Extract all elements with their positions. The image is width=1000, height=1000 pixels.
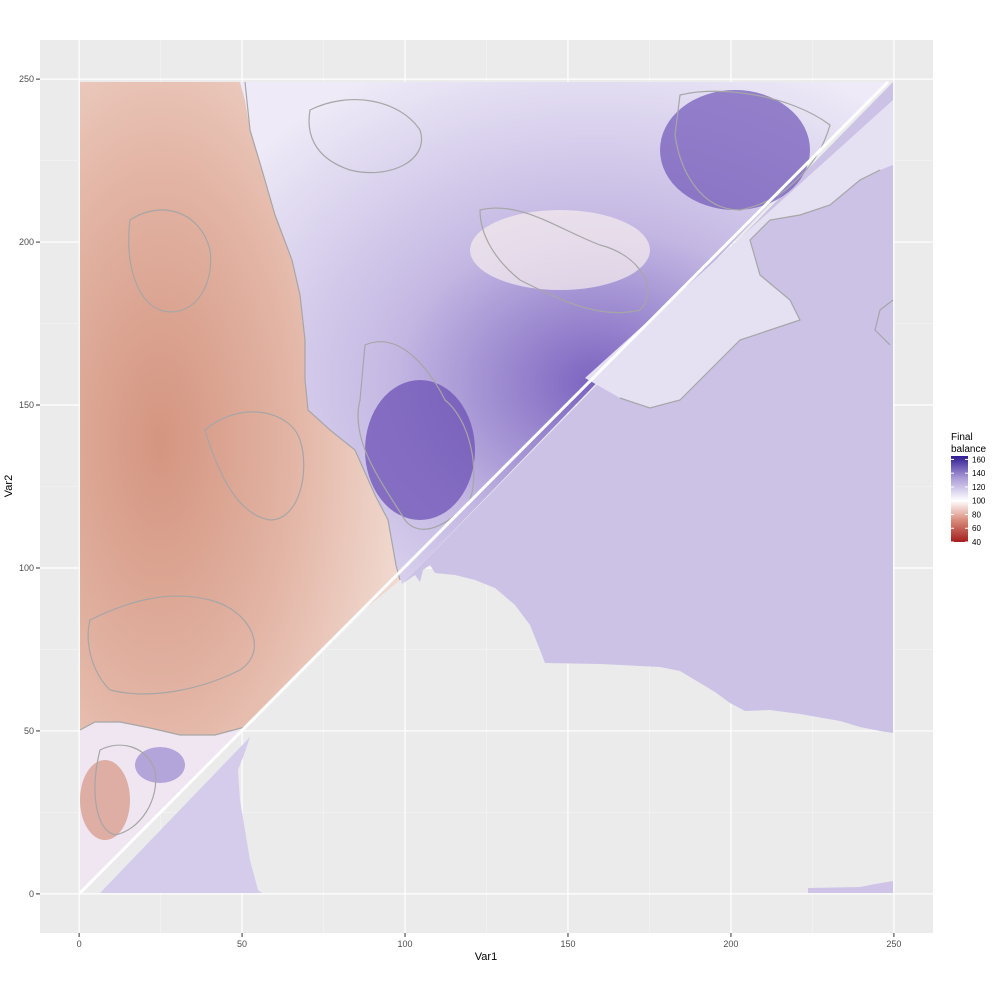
legend-tick-label: 160 <box>972 455 986 464</box>
legend-title-line-1: Final <box>951 432 973 443</box>
legend-tick-label: 100 <box>972 497 986 506</box>
region-lower-left-purple-spot <box>135 747 185 783</box>
y-axis-title: Var2 <box>3 475 15 497</box>
region-bottom-left-purple <box>100 737 262 893</box>
x-tick-label: 150 <box>560 939 575 949</box>
legend-title-line-2: balance <box>951 444 986 455</box>
legend-ticks: 160 140 120 100 80 60 40 <box>951 455 986 547</box>
legend-tick-label: 120 <box>972 483 986 492</box>
y-axis: 0 50 100 150 200 250 <box>19 74 40 899</box>
legend-tick-label: 60 <box>972 524 981 533</box>
x-tick-label: 250 <box>886 939 901 949</box>
contour-5 <box>479 207 649 314</box>
x-tick-label: 200 <box>723 939 738 949</box>
contour-9 <box>308 99 423 174</box>
legend-tick-label: 40 <box>972 538 981 547</box>
y-tick-label: 0 <box>29 889 34 899</box>
contour-10 <box>619 169 881 409</box>
region-right-upper-strip <box>585 100 893 408</box>
region-dark-spot-1 <box>365 380 475 520</box>
y-tick-label: 150 <box>19 400 34 410</box>
region-lower-left-red-spot <box>80 760 130 840</box>
contour-7 <box>87 595 256 695</box>
region-dark-spot-2 <box>660 90 810 210</box>
legend-tick-label: 80 <box>972 510 981 519</box>
contour-6 <box>204 411 305 521</box>
y-tick-label: 250 <box>19 74 34 84</box>
x-tick-label: 0 <box>77 939 82 949</box>
legend-colorbar <box>951 456 968 542</box>
contour-1 <box>244 81 401 581</box>
contour-lines <box>79 81 894 836</box>
region-light-patch <box>470 210 650 290</box>
contour-11 <box>94 744 157 836</box>
x-tick-label: 100 <box>398 939 413 949</box>
region-upper-left-red <box>80 82 400 735</box>
contour-4 <box>674 90 831 211</box>
diagonal-line <box>78 80 890 895</box>
legend: Final balance 160 140 120 100 80 60 40 <box>951 432 986 547</box>
contour-2 <box>79 721 246 736</box>
x-tick-label: 50 <box>237 939 247 949</box>
y-tick-label: 100 <box>19 563 34 573</box>
contour-8 <box>128 209 212 313</box>
x-axis: 0 50 100 150 200 250 <box>77 933 901 949</box>
legend-tick-label: 140 <box>972 469 986 478</box>
y-tick-label: 200 <box>19 237 34 247</box>
x-axis-title: Var1 <box>475 951 497 963</box>
contour-12 <box>874 299 894 346</box>
y-tick-label: 50 <box>24 726 34 736</box>
region-bottom-strip <box>808 881 893 893</box>
